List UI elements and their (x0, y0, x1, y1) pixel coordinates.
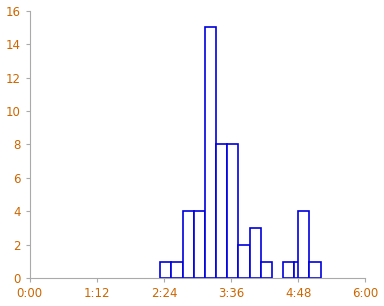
Bar (227, 144, 238, 278)
Bar (295, 262, 306, 278)
Bar (216, 144, 227, 278)
Bar (298, 211, 310, 278)
Bar (182, 211, 194, 278)
Bar (250, 228, 261, 278)
Bar (261, 262, 272, 278)
Bar (310, 262, 321, 278)
Bar (194, 211, 205, 278)
Bar (160, 262, 171, 278)
Bar (283, 262, 295, 278)
Bar (171, 262, 182, 278)
Bar (205, 27, 216, 278)
Bar (238, 245, 250, 278)
